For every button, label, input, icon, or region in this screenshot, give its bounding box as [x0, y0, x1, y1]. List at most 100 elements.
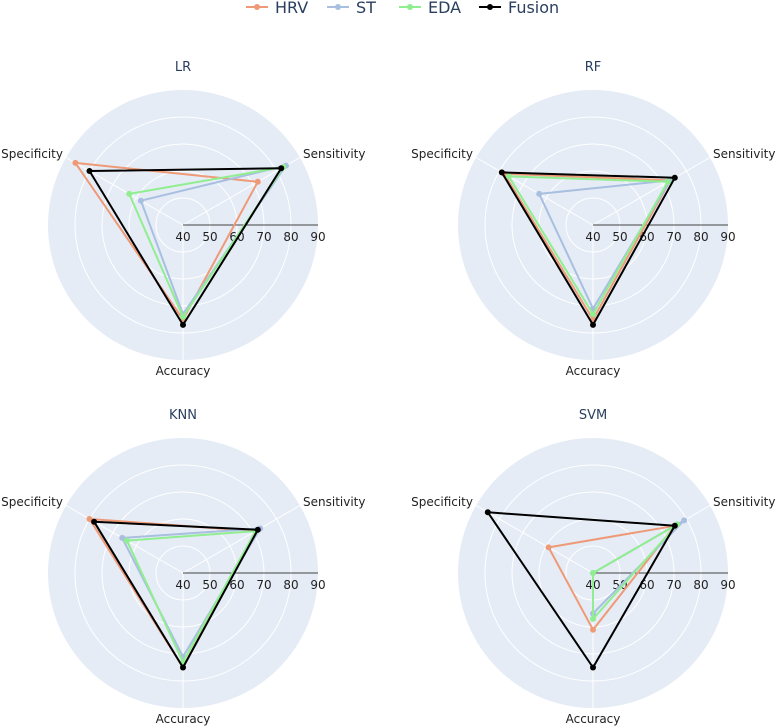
legend-item-eda[interactable]: EDA [399, 0, 461, 17]
panel-title: LR [175, 60, 191, 75]
radial-tick-label: 60 [229, 578, 244, 592]
radial-tick-label: 70 [256, 230, 271, 244]
data-point-specificity [590, 570, 596, 576]
data-point-specificity [484, 509, 491, 516]
radial-tick-label: 80 [283, 230, 298, 244]
axis-label-accuracy: Accuracy [566, 364, 621, 378]
panel-title: SVM [579, 408, 607, 423]
legend-label: ST [356, 0, 376, 17]
radial-tick-label: 90 [310, 230, 325, 244]
data-point-accuracy [590, 321, 596, 328]
radial-tick-label: 50 [202, 578, 217, 592]
data-point-sensitivity [671, 174, 678, 181]
series-line [486, 511, 676, 669]
data-point-specificity [505, 173, 512, 180]
radial-tick-label: 80 [283, 578, 298, 592]
axis-label-specificity: Specificity [1, 147, 63, 161]
legend-item-st[interactable]: ST [327, 0, 376, 17]
series-line [93, 520, 259, 669]
data-point-sensitivity [681, 517, 688, 524]
data-point-accuracy [590, 626, 596, 633]
data-point-accuracy [180, 321, 186, 328]
data-point-accuracy [590, 664, 596, 671]
series-fusion [86, 165, 285, 328]
series-line [125, 530, 257, 664]
radial-tick-label: 40 [175, 230, 190, 244]
legend-marker [487, 4, 493, 10]
series-fusion [498, 169, 678, 328]
data-point-specificity [86, 168, 93, 174]
radial-tick-label: 40 [585, 230, 600, 244]
axis-label-specificity: Specificity [411, 147, 473, 161]
data-point-accuracy [590, 311, 596, 318]
data-point-specificity [123, 537, 130, 544]
series-line [592, 523, 679, 620]
data-point-sensitivity [278, 165, 285, 172]
radial-tick-label: 70 [256, 578, 271, 592]
angular-spoke [182, 505, 301, 574]
series-eda [505, 173, 671, 318]
series-line [88, 167, 283, 326]
legend-marker [335, 4, 341, 10]
axis-label-specificity: Specificity [1, 495, 63, 509]
data-point-sensitivity [254, 178, 261, 185]
radial-tick-label: 90 [720, 578, 735, 592]
radial-tick-label: 70 [666, 578, 681, 592]
data-point-accuracy [180, 313, 186, 320]
data-point-specificity [536, 190, 543, 197]
data-point-accuracy [180, 664, 186, 671]
angular-spoke [475, 505, 594, 574]
legend-label: Fusion [508, 0, 559, 17]
data-point-specificity [119, 534, 126, 541]
legend: HRV ST EDA Fusion [246, 0, 559, 17]
legend-label: EDA [428, 0, 461, 17]
data-point-sensitivity [664, 178, 671, 185]
series-line [128, 166, 285, 318]
radial-tick-label: 80 [693, 230, 708, 244]
data-point-specificity [91, 518, 98, 525]
axis-label-specificity: Specificity [411, 495, 473, 509]
legend-label: HRV [275, 0, 308, 17]
data-point-sensitivity [254, 526, 261, 533]
legend-item-fusion[interactable]: Fusion [479, 0, 559, 17]
radar-panel-knn: KNN 40 50 60 70 80 90 Sensitivity Specificity Acc… [1, 408, 365, 726]
radar-panels: LR 40 50 60 70 80 90 Sensitivity Specificity Accu… [1, 60, 775, 726]
angular-spoke [65, 157, 184, 226]
data-point-specificity [137, 197, 144, 204]
data-point-specificity [126, 190, 133, 197]
axis-label-accuracy: Accuracy [566, 712, 621, 726]
series-fusion [484, 509, 678, 671]
axis-label-sensitivity: Sensitivity [303, 495, 365, 509]
panel-title: KNN [169, 408, 197, 423]
series-line [500, 171, 676, 326]
radial-tick-label: 90 [310, 578, 325, 592]
radial-tick-label: 40 [175, 578, 190, 592]
axis-label-accuracy: Accuracy [156, 364, 211, 378]
series-line [507, 175, 669, 316]
radial-tick-label: 70 [666, 230, 681, 244]
legend-marker [407, 4, 413, 10]
axis-label-accuracy: Accuracy [156, 712, 211, 726]
angular-spoke [475, 157, 594, 226]
axis-label-sensitivity: Sensitivity [713, 495, 775, 509]
radial-tick-label: 80 [693, 578, 708, 592]
series-fusion [91, 518, 261, 671]
legend-marker [254, 4, 260, 10]
axis-label-sensitivity: Sensitivity [303, 147, 365, 161]
radial-tick-label: 50 [202, 230, 217, 244]
data-point-sensitivity [671, 522, 678, 529]
data-point-accuracy [590, 615, 596, 622]
data-point-specificity [498, 169, 505, 176]
series-line [547, 524, 676, 631]
series-line [74, 161, 259, 321]
radial-tick-label: 50 [612, 230, 627, 244]
data-point-specificity [72, 159, 79, 166]
legend-item-hrv[interactable]: HRV [246, 0, 308, 17]
axis-label-sensitivity: Sensitivity [713, 147, 775, 161]
series-line [503, 172, 672, 321]
angular-spoke [592, 157, 711, 226]
